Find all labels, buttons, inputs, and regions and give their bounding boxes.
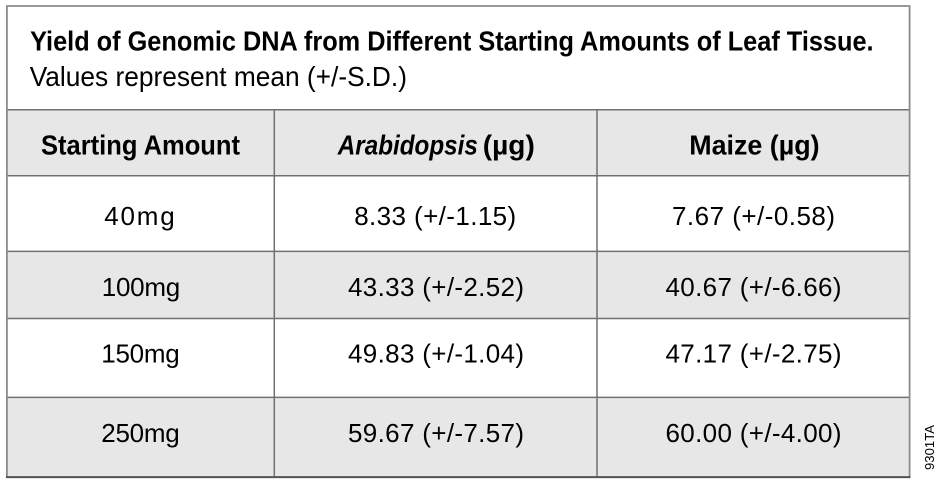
svg-text:Maize (µg): Maize (µg) bbox=[689, 129, 819, 160]
svg-text:59.67 (+/-7.57): 59.67 (+/-7.57) bbox=[348, 418, 524, 448]
svg-text:(µg): (µg) bbox=[483, 129, 535, 160]
svg-text:Values represent mean (+/-S.D.: Values represent mean (+/-S.D.) bbox=[30, 61, 407, 92]
svg-text:43.33 (+/-2.52): 43.33 (+/-2.52) bbox=[348, 272, 524, 302]
svg-text:Arabidopsis: Arabidopsis bbox=[337, 129, 478, 160]
svg-text:40.67 (+/-6.66): 40.67 (+/-6.66) bbox=[666, 272, 842, 302]
svg-text:Starting Amount: Starting Amount bbox=[41, 129, 240, 160]
svg-text:40mg: 40mg bbox=[104, 201, 175, 231]
svg-text:Yield of Genomic DNA from Diff: Yield of Genomic DNA from Different Star… bbox=[30, 26, 874, 57]
svg-text:250mg: 250mg bbox=[101, 418, 180, 448]
svg-text:60.00 (+/-4.00): 60.00 (+/-4.00) bbox=[666, 418, 842, 448]
svg-text:150mg: 150mg bbox=[101, 339, 180, 369]
svg-text:100mg: 100mg bbox=[102, 272, 181, 302]
svg-text:8.33 (+/-1.15): 8.33 (+/-1.15) bbox=[354, 201, 516, 231]
svg-text:9301TA: 9301TA bbox=[923, 424, 937, 470]
svg-text:7.67 (+/-0.58): 7.67 (+/-0.58) bbox=[672, 201, 835, 231]
svg-text:47.17 (+/-2.75): 47.17 (+/-2.75) bbox=[666, 339, 842, 369]
svg-text:49.83 (+/-1.04): 49.83 (+/-1.04) bbox=[348, 339, 524, 369]
